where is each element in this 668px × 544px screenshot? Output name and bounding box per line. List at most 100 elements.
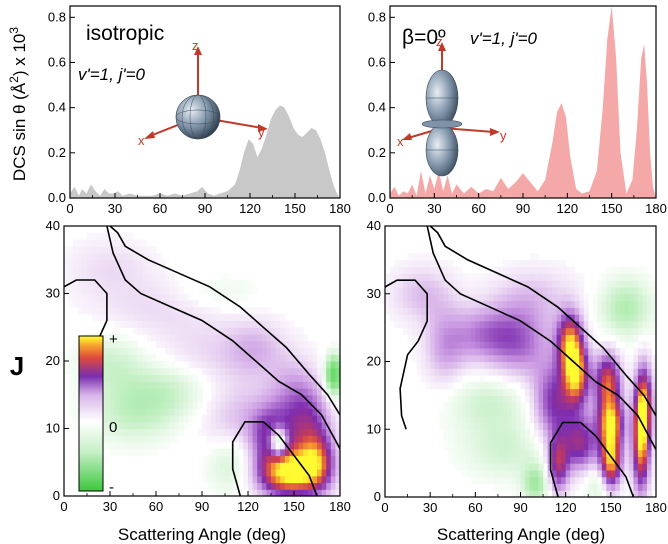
heatmap-cell [479, 408, 485, 417]
heatmap-cell [243, 401, 249, 409]
heatmap-cell [497, 286, 504, 295]
heatmap-cell [597, 456, 603, 464]
heatmap-cell [407, 314, 413, 322]
heatmap-cell [448, 354, 454, 363]
heatmap-cell [547, 476, 553, 485]
heatmap-cell [234, 320, 240, 328]
heatmap-cell [266, 340, 272, 349]
heatmap-cell [448, 381, 454, 390]
heatmap-cell [443, 347, 449, 356]
heatmap-cell [137, 388, 143, 396]
heatmap-cell [529, 354, 535, 363]
heatmap-cell [425, 259, 431, 268]
heatmap-cell [628, 266, 635, 275]
heatmap-cell [601, 429, 607, 437]
heatmap-cell [96, 266, 102, 274]
heatmap-cell [547, 314, 553, 322]
heatmap-cell [439, 334, 445, 342]
heatmap-cell [597, 483, 603, 491]
heatmap-cell [574, 341, 580, 349]
heatmap-cell [606, 354, 612, 363]
heatmap-cell [610, 300, 616, 308]
heatmap-cell [321, 489, 327, 497]
heatmap-cell [133, 286, 139, 295]
heatmap-cell [443, 286, 449, 295]
heatmap-cell [646, 415, 653, 424]
heatmap-cell [597, 408, 603, 417]
heatmap-cell [606, 280, 612, 288]
heatmap-cell [520, 375, 526, 383]
heatmap-cell [248, 469, 254, 477]
heatmap-cell [105, 293, 111, 301]
heatmap-cell [105, 381, 111, 389]
heatmap-cell [174, 307, 180, 315]
heatmap-cell [488, 354, 494, 363]
heatmap-cell [206, 320, 212, 328]
heatmap-cell [284, 388, 290, 396]
heatmap-cell [565, 429, 571, 437]
heatmap-cell [179, 408, 185, 416]
heatmap-cell [248, 307, 254, 315]
heatmap-cell [556, 463, 562, 471]
heatmap-cell [515, 395, 522, 403]
heatmap-cell [100, 232, 106, 241]
heatmap-cell [619, 408, 625, 417]
heatmap-cell [179, 347, 185, 355]
heatmap-cell [511, 361, 517, 369]
heatmap-cell [82, 273, 88, 281]
heatmap-cell [633, 361, 639, 369]
heatmap-cell [238, 347, 244, 355]
heatmap-cell [146, 273, 152, 281]
heatmap-cell [238, 367, 244, 376]
heatmap-cell [215, 428, 221, 436]
heatmap-cell [289, 408, 295, 416]
heatmap-cell [326, 347, 332, 355]
heatmap-cell [430, 253, 436, 261]
heatmap-cell [597, 395, 603, 403]
heatmap-cell [538, 334, 544, 342]
heatmap-cell [421, 347, 427, 356]
heatmap-cell [243, 307, 249, 315]
heatmap-cell [298, 421, 304, 430]
heatmap-cell [326, 442, 332, 450]
heatmap-cell [534, 320, 540, 329]
heatmap-cell [225, 327, 231, 335]
heatmap-cell [592, 469, 598, 478]
heatmap-cell [261, 334, 267, 342]
heatmap-cell [628, 442, 635, 451]
heatmap-cell [321, 428, 327, 436]
heatmap-cell [520, 436, 526, 444]
heatmap-cell [425, 327, 431, 335]
heatmap-cell [425, 354, 431, 363]
heatmap-cell [610, 483, 616, 491]
heatmap-cell [470, 280, 476, 288]
heatmap-cell [615, 483, 621, 491]
heatmap-cell [298, 428, 304, 436]
heatmap-cell [538, 259, 544, 268]
heatmap-cell [561, 266, 567, 275]
heatmap-cell [633, 476, 639, 485]
heatmap-cell [606, 415, 612, 424]
heatmap-cell [128, 313, 134, 322]
heatmap-cell [119, 320, 125, 328]
heatmap-cell [574, 456, 580, 464]
heatmap-cell [234, 401, 240, 409]
heatmap-cell [105, 442, 111, 450]
heatmap-cell [452, 429, 458, 437]
heatmap-cell [529, 436, 535, 444]
heatmap-cell [307, 469, 313, 477]
heatmap-cell [416, 286, 422, 295]
heatmap-cell [211, 421, 217, 430]
heatmap-cell [77, 239, 83, 247]
heatmap-cell [123, 388, 129, 396]
heatmap-cell [202, 462, 208, 470]
heatmap-cell [416, 341, 422, 349]
heatmap-cell [615, 442, 621, 451]
heatmap-cell [619, 314, 625, 322]
heatmap-cell [128, 401, 134, 409]
heatmap-cell [326, 354, 332, 362]
heatmap-cell [183, 327, 189, 335]
heatmap-cell [615, 469, 621, 478]
heatmap-cell [624, 354, 630, 363]
xlabel-left: Scattering Angle (deg) [118, 525, 286, 544]
